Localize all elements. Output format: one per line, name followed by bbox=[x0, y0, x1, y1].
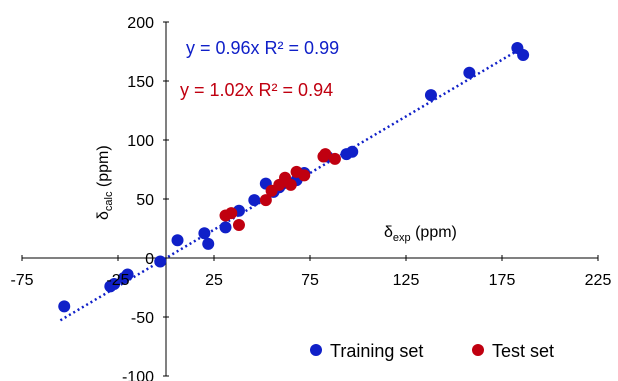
y-tick-label: 0 bbox=[145, 251, 154, 268]
training-point bbox=[424, 89, 437, 102]
training-point bbox=[121, 268, 134, 281]
x-tick-label: -75 bbox=[10, 272, 33, 289]
training-point bbox=[171, 234, 184, 247]
data-points bbox=[58, 41, 530, 313]
y-tick-label: 100 bbox=[127, 133, 154, 150]
training-point bbox=[58, 300, 71, 313]
legend-label-training: Training set bbox=[330, 341, 423, 361]
test-point bbox=[328, 152, 341, 165]
legend: Training set Test set bbox=[310, 341, 554, 361]
legend-marker-test bbox=[472, 344, 484, 356]
training-point bbox=[198, 227, 211, 240]
y-tick-label: -100 bbox=[122, 369, 154, 381]
training-point bbox=[517, 49, 530, 62]
training-point bbox=[219, 221, 232, 234]
y-tick-label: 150 bbox=[127, 74, 154, 91]
test-point bbox=[225, 207, 238, 220]
test-point bbox=[284, 178, 297, 191]
y-axis-title: δcalc (ppm) bbox=[95, 145, 115, 220]
legend-marker-training bbox=[310, 344, 322, 356]
x-axis-title: δexp (ppm) bbox=[384, 224, 457, 244]
training-point bbox=[202, 237, 215, 250]
x-tick-label: 25 bbox=[205, 272, 223, 289]
x-tick-label: 175 bbox=[489, 272, 516, 289]
test-equation: y = 1.02x R² = 0.94 bbox=[180, 80, 333, 100]
test-point bbox=[319, 148, 332, 161]
tick-labels: -75 -25 25 75 125 175 225 -100 -50 0 50 100 150 200 bbox=[10, 15, 611, 381]
x-tick-label: 75 bbox=[301, 272, 319, 289]
test-point bbox=[298, 169, 311, 182]
y-tick-label: -50 bbox=[131, 310, 154, 327]
y-tick-label: 50 bbox=[136, 192, 154, 209]
x-tick-label: -25 bbox=[106, 272, 129, 289]
test-point bbox=[259, 194, 272, 207]
y-tick-label: 200 bbox=[127, 15, 154, 32]
training-point bbox=[346, 145, 359, 158]
x-tick-label: 225 bbox=[585, 272, 612, 289]
legend-label-test: Test set bbox=[492, 341, 554, 361]
training-equation: y = 0.96x R² = 0.99 bbox=[186, 38, 339, 58]
test-point bbox=[232, 218, 245, 231]
training-point bbox=[108, 277, 121, 290]
training-point bbox=[463, 66, 476, 79]
x-tick-label: 125 bbox=[393, 272, 420, 289]
training-point bbox=[154, 255, 167, 268]
training-point bbox=[248, 194, 261, 207]
